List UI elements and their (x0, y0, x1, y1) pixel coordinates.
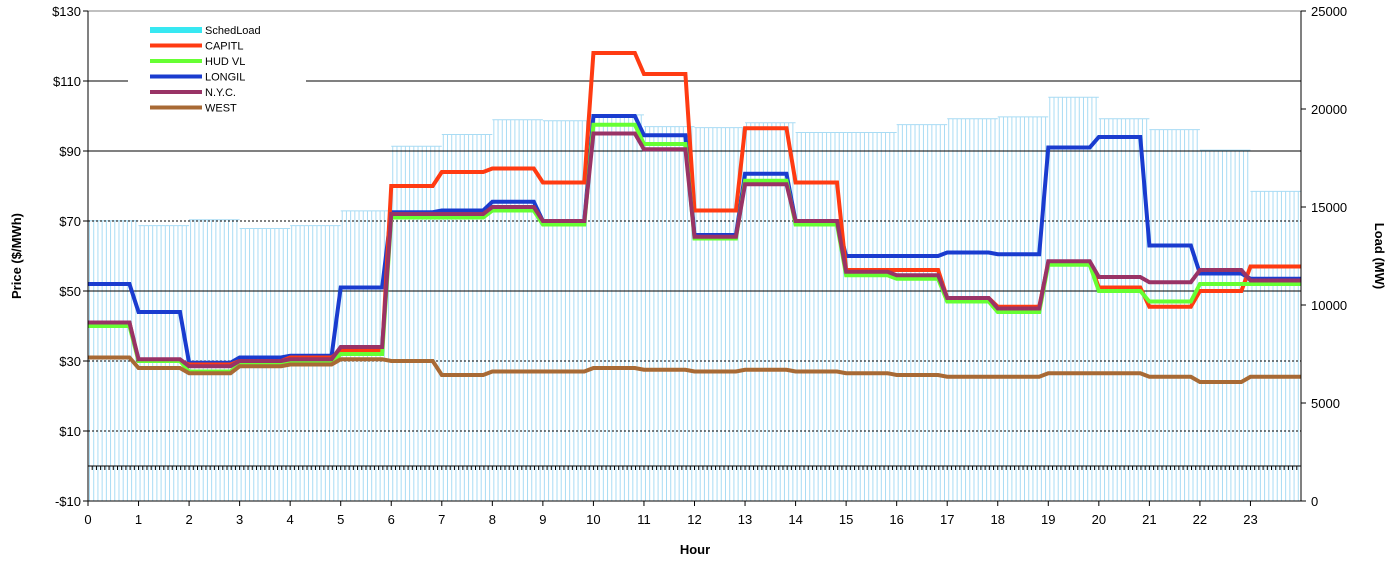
price-lines (88, 51, 1301, 384)
y-tick-label: -$10 (55, 494, 81, 509)
load-bar (896, 124, 948, 501)
legend-item: WEST (150, 103, 237, 115)
series-line-west (88, 355, 1301, 384)
y2-tick-label: 25000 (1311, 4, 1347, 19)
y-tick-label: $70 (59, 214, 81, 229)
load-bar (1048, 96, 1099, 501)
x-tick-label: 11 (637, 512, 651, 527)
load-bars (88, 96, 1301, 501)
y-tick-label: $90 (59, 144, 81, 159)
y2-axis-title: Load (MW) (1372, 223, 1387, 289)
load-bar (795, 132, 847, 501)
legend-item: SchedLoad (150, 25, 261, 37)
x-tick-label: 13 (738, 512, 752, 527)
x-tick-label: 17 (940, 512, 954, 527)
x-tick-label: 21 (1142, 512, 1156, 527)
y-tick-label: $10 (59, 424, 81, 439)
x-tick-label: 18 (991, 512, 1005, 527)
load-bar (1199, 149, 1251, 501)
x-tick-label: 5 (337, 512, 344, 527)
legend-label: LONGIL (205, 72, 245, 84)
load-bar (1250, 190, 1301, 501)
x-tick-label: 23 (1243, 512, 1257, 527)
legend-item: HUD VL (150, 56, 245, 68)
load-bar (492, 119, 543, 501)
legend-item: LONGIL (150, 72, 245, 84)
x-tick-label: 2 (185, 512, 192, 527)
legend-item: CAPITL (150, 41, 244, 53)
x-tick-label: 8 (489, 512, 496, 527)
y2-tick-label: 10000 (1311, 298, 1347, 313)
y-tick-label: $50 (59, 284, 81, 299)
y-tick-label: $130 (52, 4, 81, 19)
x-axis-title: Hour (680, 542, 710, 557)
x-tick-label: 22 (1193, 512, 1207, 527)
x-tick-label: 9 (539, 512, 546, 527)
y-tick-label: $30 (59, 354, 81, 369)
legend: SchedLoad CAPITL HUD VL LONGIL N.Y.C. WEST (128, 21, 306, 137)
x-tick-label: 0 (84, 512, 91, 527)
x-tick-label: 14 (788, 512, 802, 527)
legend-label: WEST (205, 103, 237, 115)
load-bar (846, 132, 897, 501)
x-tick-label: 6 (388, 512, 395, 527)
axes: -$10$10$30$50$70$90$110$1300500010000150… (52, 4, 1347, 527)
series-line-nyc (88, 131, 1301, 369)
x-tick-label: 1 (135, 512, 142, 527)
load-bar (441, 133, 493, 501)
load-bar (1149, 129, 1200, 501)
x-tick-label: 16 (889, 512, 903, 527)
y-tick-label: $110 (53, 74, 81, 89)
x-tick-label: 12 (687, 512, 701, 527)
x-tick-label: 4 (287, 512, 294, 527)
y-axis-title: Price ($/MWh) (9, 213, 24, 299)
load-bar (391, 145, 442, 501)
legend-label: N.Y.C. (205, 87, 236, 99)
legend-box (128, 21, 306, 137)
x-tick-label: 19 (1041, 512, 1055, 527)
load-bar (1098, 118, 1150, 501)
legend-label: CAPITL (205, 41, 244, 53)
load-bar (694, 127, 746, 501)
y2-tick-label: 15000 (1311, 200, 1347, 215)
x-tick-label: 3 (236, 512, 243, 527)
x-tick-label: 15 (839, 512, 853, 527)
y2-tick-label: 0 (1311, 494, 1318, 509)
series-line-hudvl (88, 122, 1301, 374)
x-tick-label: 20 (1092, 512, 1106, 527)
y2-tick-label: 20000 (1311, 102, 1347, 117)
y2-tick-label: 5000 (1311, 396, 1340, 411)
legend-item: N.Y.C. (150, 87, 236, 99)
load-bar (947, 118, 998, 501)
legend-label: HUD VL (205, 56, 245, 68)
load-bar (593, 114, 644, 501)
x-tick-label: 7 (438, 512, 445, 527)
legend-label: SchedLoad (205, 25, 261, 37)
x-tick-label: 10 (586, 512, 600, 527)
